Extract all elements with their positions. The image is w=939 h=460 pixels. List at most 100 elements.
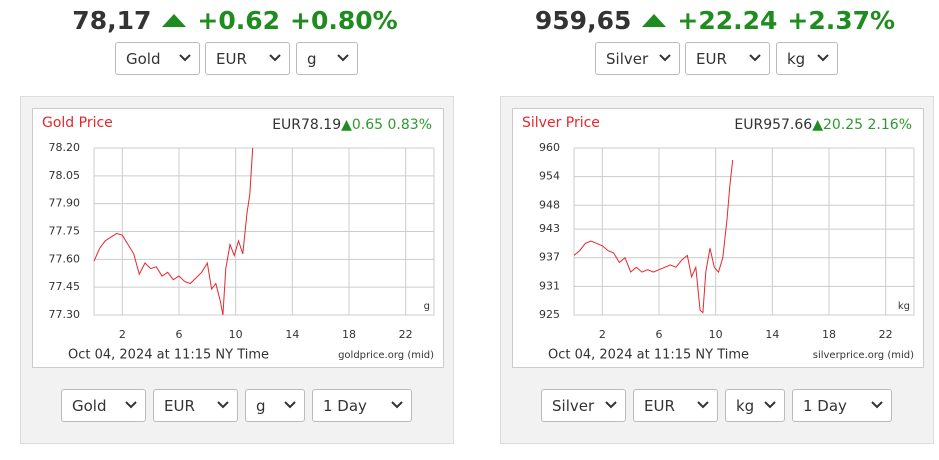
x-tick-label: 2	[599, 328, 606, 341]
dropdown[interactable]: EUR	[685, 42, 770, 75]
quote-change: 0.65	[352, 117, 383, 133]
price-line	[93, 147, 254, 316]
dropdown-text: Gold	[72, 396, 107, 415]
change: +0.62	[197, 5, 281, 35]
quote-percent: 0.83%	[388, 117, 432, 133]
y-tick-label: 925	[539, 308, 560, 321]
y-tick-label: 78.05	[49, 169, 81, 182]
chart-title: Silver Price	[522, 115, 600, 131]
chevron	[269, 54, 281, 62]
dropdown-text: kg	[787, 49, 806, 68]
source: silverprice.org (mid)	[813, 350, 914, 361]
dropdown-text: g	[307, 49, 317, 68]
dropdown[interactable]: kg	[725, 389, 785, 422]
chart: 77.30 77.45 77.60 77.75 77.90 78.05 78.20 2 6 10 1…	[32, 108, 444, 368]
unit-label: kg	[898, 301, 910, 312]
x-axis-label: Oct 04, 2024 at 11:15 NY Time	[68, 348, 269, 363]
quote-percent: 2.16%	[868, 117, 912, 133]
up-arrow: ▲	[812, 117, 823, 133]
y-tick-label: 954	[539, 170, 560, 183]
y-tick-label: 77.75	[49, 225, 81, 238]
dropdown[interactable]: EUR	[205, 42, 290, 75]
source: goldprice.org (mid)	[338, 350, 434, 361]
x-tick-label: 14	[765, 328, 779, 341]
dropdown[interactable]: Silver	[595, 42, 680, 75]
y-tick-label: 77.45	[49, 280, 81, 293]
quote: EUR78.19▲0.65 0.83%	[272, 117, 432, 133]
chevron	[764, 401, 776, 409]
dropdown[interactable]: kg	[776, 42, 838, 75]
unit-label: g	[424, 301, 430, 312]
dropdown-text: 1 Day	[323, 396, 367, 415]
chevron	[125, 401, 137, 409]
dropdown[interactable]: EUR	[633, 389, 718, 422]
dropdown[interactable]: 1 Day	[792, 389, 892, 422]
chevron	[817, 54, 829, 62]
chevron	[179, 54, 191, 62]
change: +22.24	[677, 5, 778, 35]
quote-price: EUR78.19	[272, 117, 341, 133]
dropdown-text: 1 Day	[803, 396, 847, 415]
quote-price: EUR957.66	[734, 117, 812, 133]
chevron	[659, 54, 671, 62]
price-line	[573, 159, 734, 314]
chart: 925 931 937 943 948 954 960 2 6 10 14 18 22 Silver Pr…	[512, 108, 924, 368]
x-tick-label: 6	[176, 328, 183, 341]
up-arrow: ▲	[341, 117, 352, 133]
y-tick-label: 77.90	[49, 197, 81, 210]
chevron	[749, 54, 761, 62]
chevron	[217, 401, 229, 409]
change-percent: +2.37%	[787, 5, 896, 35]
change-percent: +0.80%	[290, 5, 398, 35]
dropdown[interactable]: EUR	[153, 389, 238, 422]
y-tick-label: 948	[539, 198, 560, 211]
y-tick-label: 77.60	[49, 252, 81, 265]
x-tick-label: 10	[229, 328, 243, 341]
x-tick-label: 6	[656, 328, 663, 341]
dropdown-text: g	[256, 396, 266, 415]
quote: EUR957.66▲20.25 2.16%	[734, 117, 912, 133]
up-arrow	[162, 14, 187, 27]
x-axis-label: Oct 04, 2024 at 11:15 NY Time	[548, 348, 749, 363]
dropdown-text: Silver	[552, 396, 595, 415]
dropdown-text: Silver	[606, 49, 649, 68]
price: 959,65	[534, 5, 632, 35]
x-tick-label: 22	[879, 328, 893, 341]
x-tick-label: 22	[399, 328, 413, 341]
price-header: 78,17 +0.62 +0.80%	[0, 2, 470, 38]
chevron	[284, 401, 296, 409]
quote-change: 20.25	[823, 117, 863, 133]
y-tick-label: 931	[539, 279, 560, 292]
dropdown[interactable]: g	[245, 389, 305, 422]
dropdown-text: kg	[736, 396, 755, 415]
dropdown[interactable]: Gold	[115, 42, 200, 75]
dropdown-text: EUR	[164, 396, 195, 415]
dropdown-text: EUR	[216, 49, 247, 68]
dropdown[interactable]: g	[296, 42, 358, 75]
y-tick-label: 77.30	[49, 308, 81, 321]
dropdown-text: Gold	[126, 49, 161, 68]
chart-title: Gold Price	[42, 115, 113, 131]
plot-area	[573, 147, 915, 316]
x-tick-label: 10	[709, 328, 723, 341]
y-tick-label: 78.20	[49, 141, 81, 154]
x-tick-label: 2	[119, 328, 126, 341]
chevron	[605, 401, 617, 409]
y-tick-label: 937	[539, 251, 560, 264]
y-tick-label: 960	[539, 141, 560, 154]
up-arrow	[642, 14, 667, 27]
dropdown[interactable]: Gold	[61, 389, 146, 422]
chevron	[697, 401, 709, 409]
chevron	[391, 401, 403, 409]
y-tick-label: 943	[539, 222, 560, 235]
price: 78,17	[72, 5, 152, 35]
dropdown[interactable]: Silver	[541, 389, 626, 422]
dropdown[interactable]: 1 Day	[312, 389, 412, 422]
price-header: 959,65 +22.24 +2.37%	[480, 2, 939, 38]
x-tick-label: 18	[342, 328, 356, 341]
dropdown-text: EUR	[696, 49, 727, 68]
dropdown-text: EUR	[644, 396, 675, 415]
x-tick-label: 14	[285, 328, 299, 341]
chevron	[337, 54, 349, 62]
